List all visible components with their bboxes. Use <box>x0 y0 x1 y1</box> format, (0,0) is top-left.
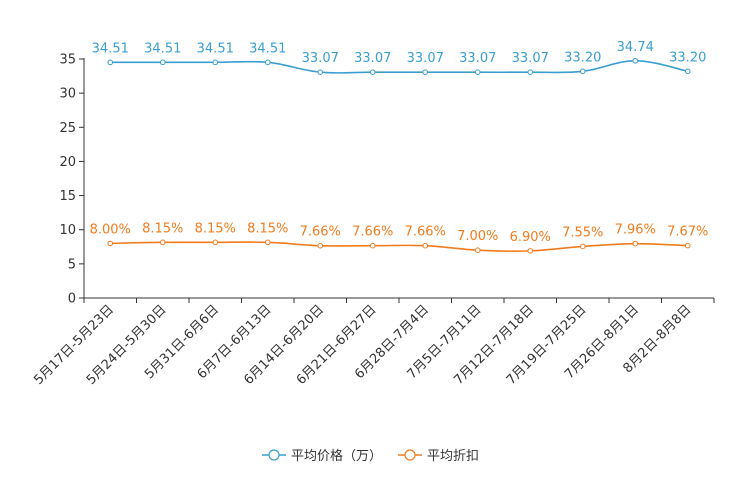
data-point <box>632 240 639 247</box>
axes: 051015202530355月17日-5月23日5月24日-5月30日5月31… <box>31 53 715 388</box>
data-point <box>632 57 639 64</box>
data-label: 8.00% <box>90 222 131 237</box>
data-point <box>107 240 114 247</box>
series-layer <box>107 57 691 254</box>
data-label: 33.20 <box>564 50 601 65</box>
data-label: 8.15% <box>247 221 288 236</box>
data-label: 7.66% <box>352 225 393 240</box>
data-label: 34.74 <box>617 40 654 55</box>
data-point <box>527 248 534 254</box>
data-label: 7.00% <box>457 229 498 244</box>
data-label: 7.67% <box>667 225 708 240</box>
data-label: 7.55% <box>562 225 603 240</box>
legend-marker-1 <box>404 449 416 461</box>
data-label: 34.51 <box>197 41 234 56</box>
data-label: 7.66% <box>405 225 446 240</box>
data-point <box>369 242 376 249</box>
data-point <box>212 59 219 66</box>
data-point <box>264 59 271 66</box>
data-point <box>264 239 271 246</box>
legend-marker-0 <box>268 449 280 461</box>
legend-entry-1: 平均折扣 <box>427 449 479 464</box>
y-tick-label: 25 <box>59 121 76 136</box>
data-point <box>684 242 691 249</box>
data-label: 8.15% <box>195 221 236 236</box>
data-label: 33.07 <box>459 51 496 66</box>
data-label: 33.07 <box>354 51 391 66</box>
data-label: 6.90% <box>510 230 551 245</box>
data-point <box>159 59 166 66</box>
data-point <box>212 239 219 246</box>
series-line-1 <box>110 241 688 253</box>
data-point <box>422 242 429 249</box>
data-label: 34.51 <box>92 41 129 56</box>
y-tick-label: 30 <box>59 87 76 102</box>
y-tick-label: 10 <box>59 223 76 238</box>
data-label: 33.07 <box>407 51 444 66</box>
data-label: 34.51 <box>249 41 286 56</box>
data-point <box>317 69 324 75</box>
data-labels: 34.51 34.51 34.51 34.51 33.07 33.07 33.07 33.07… <box>90 40 709 245</box>
data-point <box>159 239 166 246</box>
series-line-0 <box>110 59 688 74</box>
data-label: 7.96% <box>615 223 656 238</box>
data-point <box>369 69 376 75</box>
y-tick-label: 15 <box>59 189 76 204</box>
data-label: 33.20 <box>669 50 706 65</box>
data-point <box>422 69 429 75</box>
y-tick-label: 0 <box>68 292 76 307</box>
data-label: 34.51 <box>144 41 181 56</box>
data-point <box>684 68 691 75</box>
data-label: 33.07 <box>512 51 549 66</box>
data-point <box>579 68 586 75</box>
data-label: 7.66% <box>300 225 341 240</box>
legend: 平均价格（万） 平均折扣 <box>262 448 479 464</box>
y-tick-label: 35 <box>59 53 76 68</box>
y-tick-label: 5 <box>68 257 76 272</box>
data-point <box>107 59 114 66</box>
data-point <box>527 69 534 75</box>
y-tick-label: 20 <box>59 155 76 170</box>
legend-entry-0: 平均价格（万） <box>291 448 382 464</box>
data-label: 8.15% <box>142 221 183 236</box>
data-point <box>317 242 324 249</box>
data-point <box>474 69 481 75</box>
data-point <box>579 243 586 250</box>
data-point <box>474 247 481 253</box>
data-label: 33.07 <box>302 51 339 66</box>
